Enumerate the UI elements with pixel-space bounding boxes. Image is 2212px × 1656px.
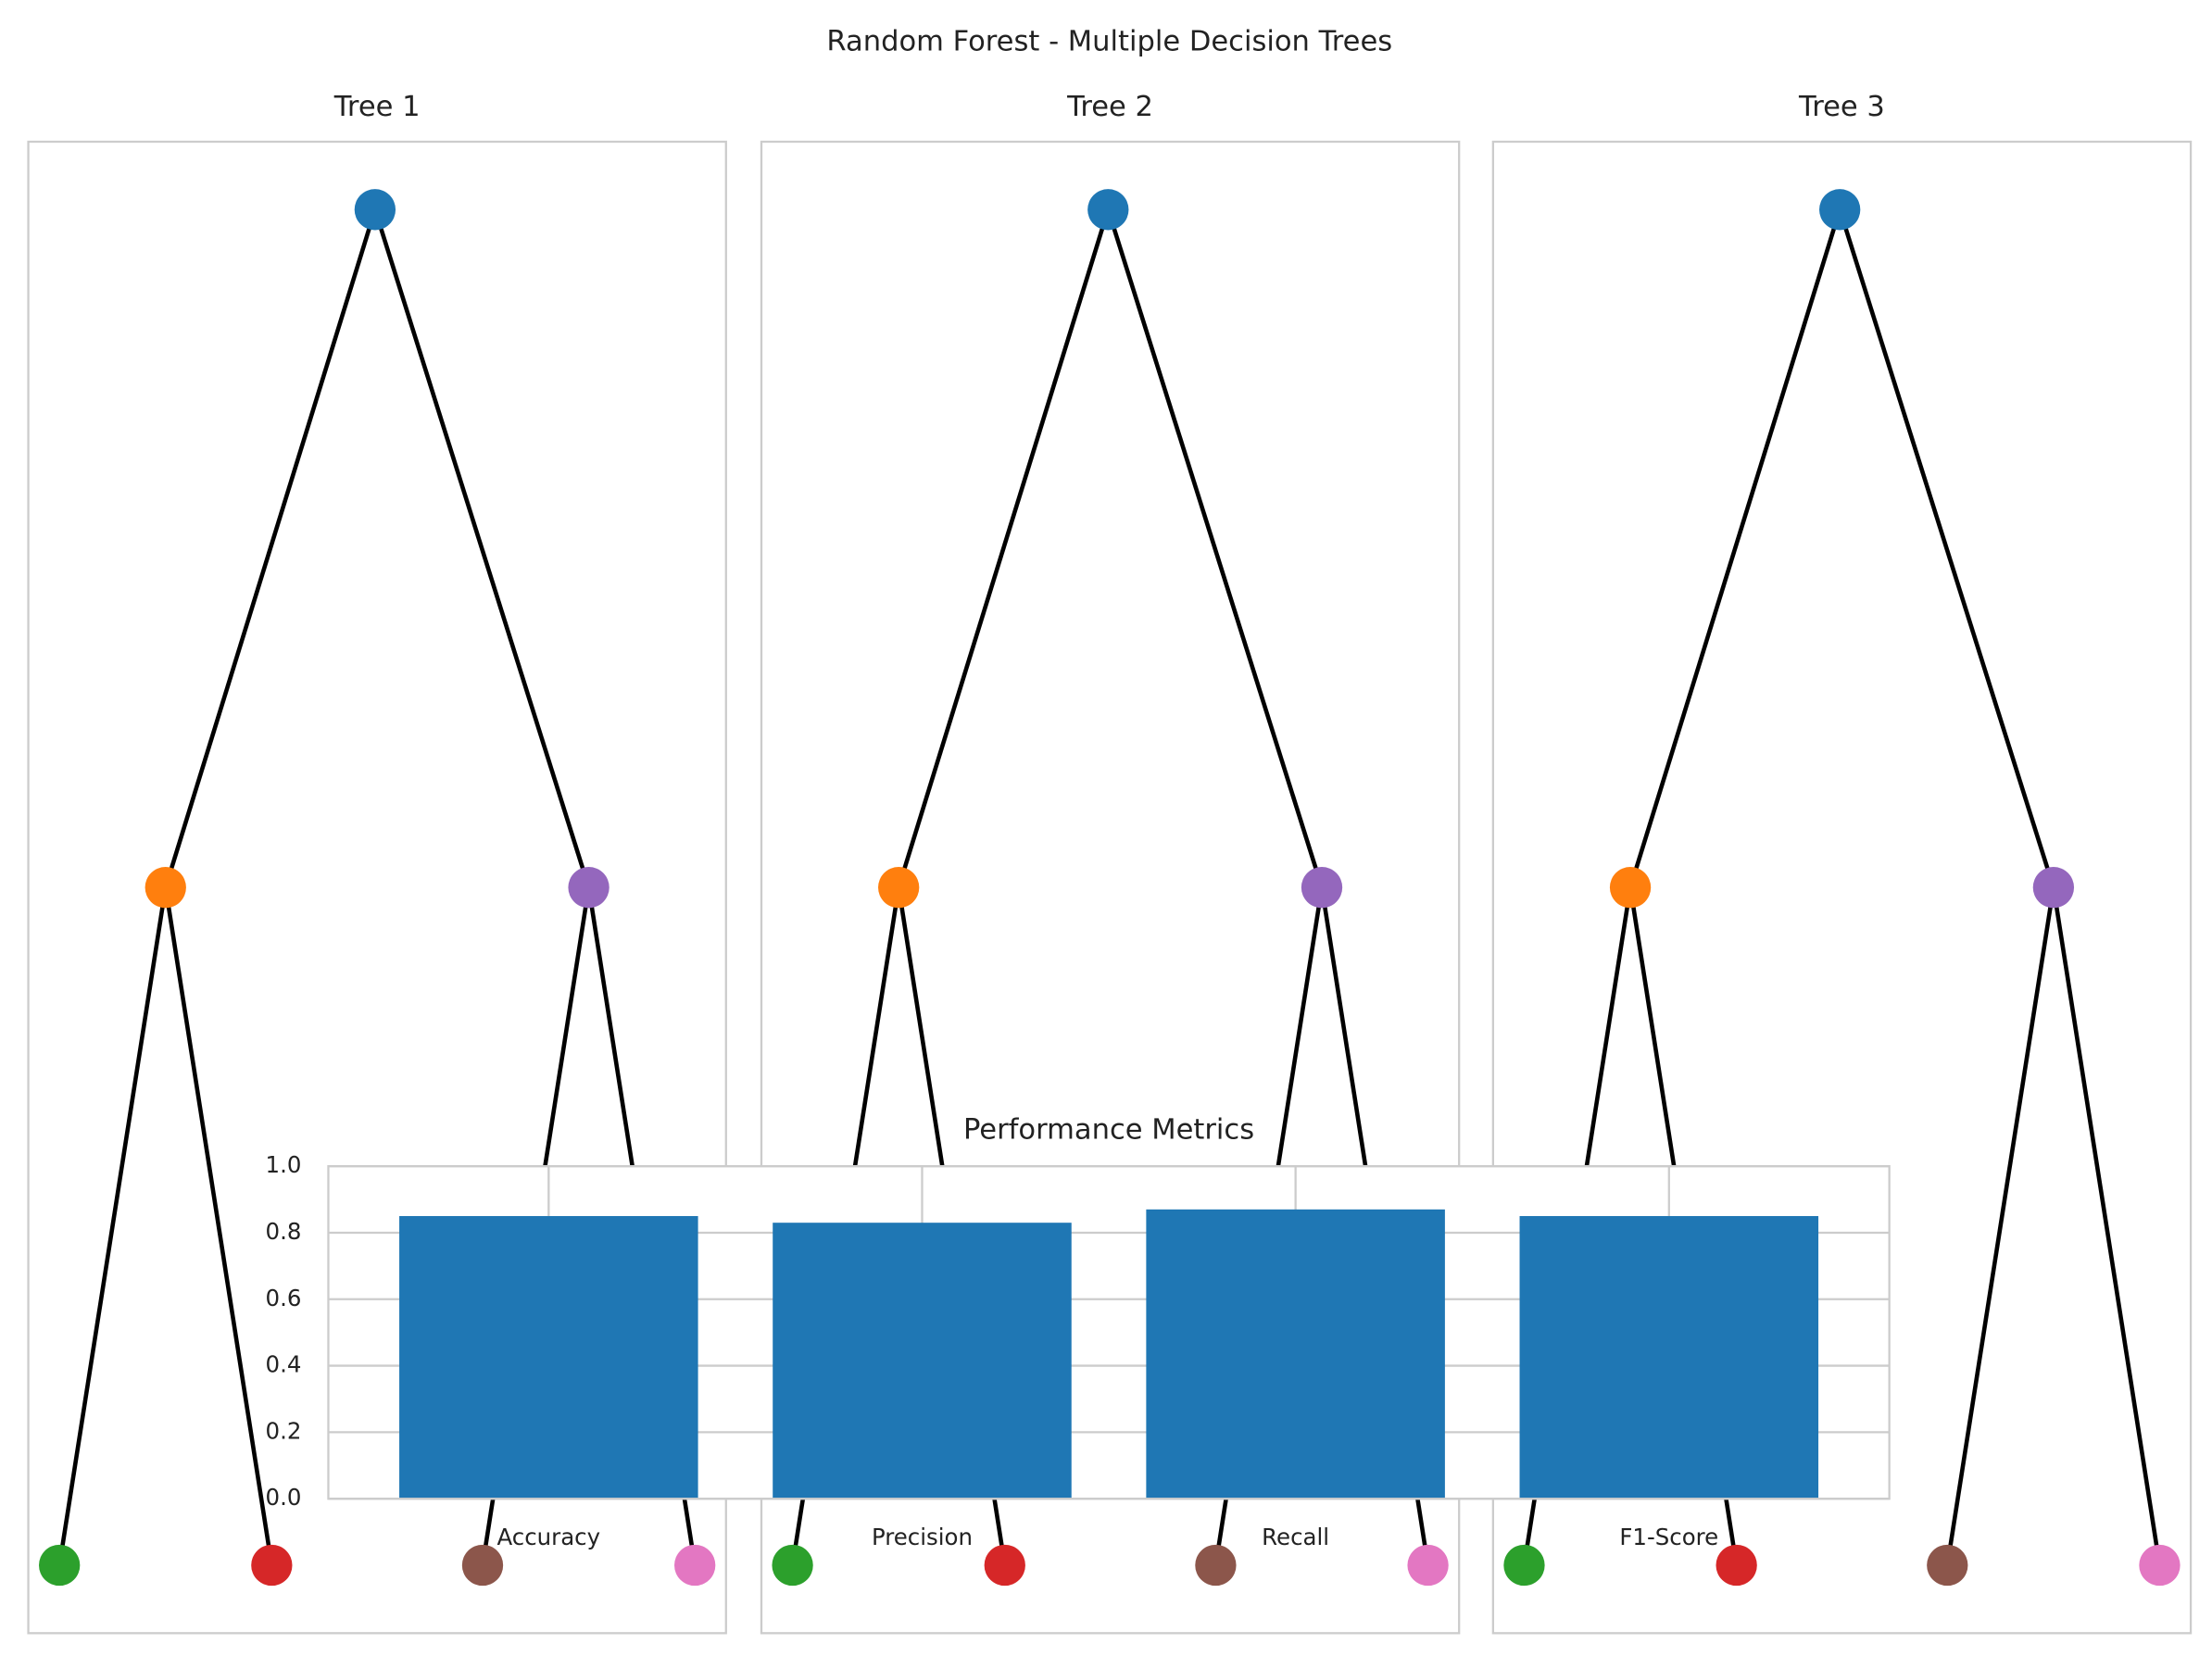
tree-node [772, 1544, 813, 1587]
plot-frame [327, 1165, 1891, 1500]
tree-edge [896, 208, 1111, 888]
tree-edge [372, 208, 591, 888]
bar [399, 1216, 698, 1499]
tree-node [1927, 1544, 1968, 1587]
y-tick-label: 0.8 [266, 1218, 302, 1245]
tree-node [568, 867, 610, 909]
tree-title: Tree 1 [333, 91, 421, 123]
tree-node [251, 1544, 293, 1587]
tree-node [2139, 1544, 2181, 1587]
tree-node [984, 1544, 1025, 1587]
chart-title: Performance Metrics [963, 1113, 1254, 1146]
tree-node [1301, 867, 1343, 909]
figure-title: Random Forest - Multiple Decision Trees [826, 26, 1392, 58]
tree-edge [163, 886, 274, 1566]
tree-panel [1491, 140, 2193, 1635]
tree-node [1716, 1544, 1757, 1587]
tree-node [674, 1544, 716, 1587]
bar [1146, 1209, 1445, 1499]
y-tick-label: 0.0 [266, 1484, 302, 1511]
tree-panel [760, 140, 1461, 1635]
tree-node [354, 189, 396, 231]
x-tick-label: Precision [872, 1524, 973, 1550]
x-tick-label: F1-Score [1619, 1524, 1718, 1550]
tree-node [39, 1544, 81, 1587]
tree-node [1819, 189, 1861, 231]
x-tick-label: Accuracy [497, 1524, 601, 1550]
tree-node [878, 867, 920, 909]
y-tick-label: 0.2 [266, 1417, 302, 1444]
tree-title: Tree 3 [1798, 91, 1885, 123]
bar [773, 1223, 1072, 1499]
tree-node [1503, 1544, 1545, 1587]
tree-node [2032, 867, 2075, 909]
y-tick-label: 0.4 [266, 1351, 302, 1378]
tree-edge [57, 886, 169, 1566]
tree-node [145, 867, 186, 909]
bar [1519, 1216, 1819, 1499]
tree-edge [1945, 886, 2056, 1566]
tree-node [1195, 1544, 1237, 1587]
tree-edge [163, 208, 378, 888]
tree-edge [1106, 208, 1325, 888]
y-tick-label: 1.0 [266, 1151, 302, 1178]
tree-edge [1628, 208, 1842, 888]
y-tick-label: 0.6 [266, 1285, 302, 1311]
tree-edge [2051, 886, 2162, 1566]
tree-node [1087, 189, 1129, 231]
x-tick-label: Recall [1262, 1524, 1329, 1550]
tree-edge [1837, 208, 2056, 888]
tree-title: Tree 2 [1066, 91, 1153, 123]
tree-node [461, 1544, 504, 1587]
tree-node [1407, 1544, 1449, 1587]
tree-node [1609, 867, 1652, 909]
tree-panel [27, 140, 727, 1635]
